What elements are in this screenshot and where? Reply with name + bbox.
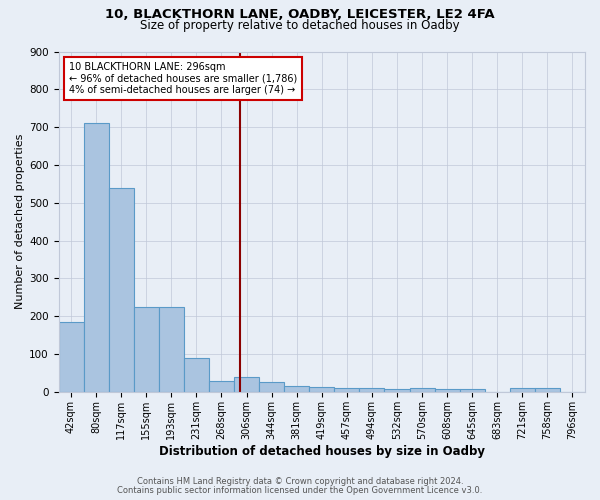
- Bar: [59, 322, 83, 392]
- Bar: [134, 307, 159, 392]
- Bar: [284, 386, 309, 392]
- Bar: [83, 124, 109, 392]
- Y-axis label: Number of detached properties: Number of detached properties: [15, 134, 25, 310]
- Bar: [535, 388, 560, 392]
- Bar: [109, 188, 134, 392]
- Bar: [434, 390, 460, 392]
- Bar: [209, 382, 234, 392]
- Bar: [259, 382, 284, 392]
- Bar: [385, 390, 410, 392]
- Text: Size of property relative to detached houses in Oadby: Size of property relative to detached ho…: [140, 18, 460, 32]
- Bar: [334, 388, 359, 392]
- Bar: [159, 307, 184, 392]
- Text: 10, BLACKTHORN LANE, OADBY, LEICESTER, LE2 4FA: 10, BLACKTHORN LANE, OADBY, LEICESTER, L…: [105, 8, 495, 20]
- Text: Contains public sector information licensed under the Open Government Licence v3: Contains public sector information licen…: [118, 486, 482, 495]
- Text: Contains HM Land Registry data © Crown copyright and database right 2024.: Contains HM Land Registry data © Crown c…: [137, 477, 463, 486]
- Bar: [184, 358, 209, 392]
- Bar: [234, 377, 259, 392]
- Bar: [359, 388, 385, 392]
- X-axis label: Distribution of detached houses by size in Oadby: Distribution of detached houses by size …: [159, 444, 485, 458]
- Text: 10 BLACKTHORN LANE: 296sqm
← 96% of detached houses are smaller (1,786)
4% of se: 10 BLACKTHORN LANE: 296sqm ← 96% of deta…: [69, 62, 297, 95]
- Bar: [410, 388, 434, 392]
- Bar: [309, 388, 334, 392]
- Bar: [460, 390, 485, 392]
- Bar: [510, 388, 535, 392]
